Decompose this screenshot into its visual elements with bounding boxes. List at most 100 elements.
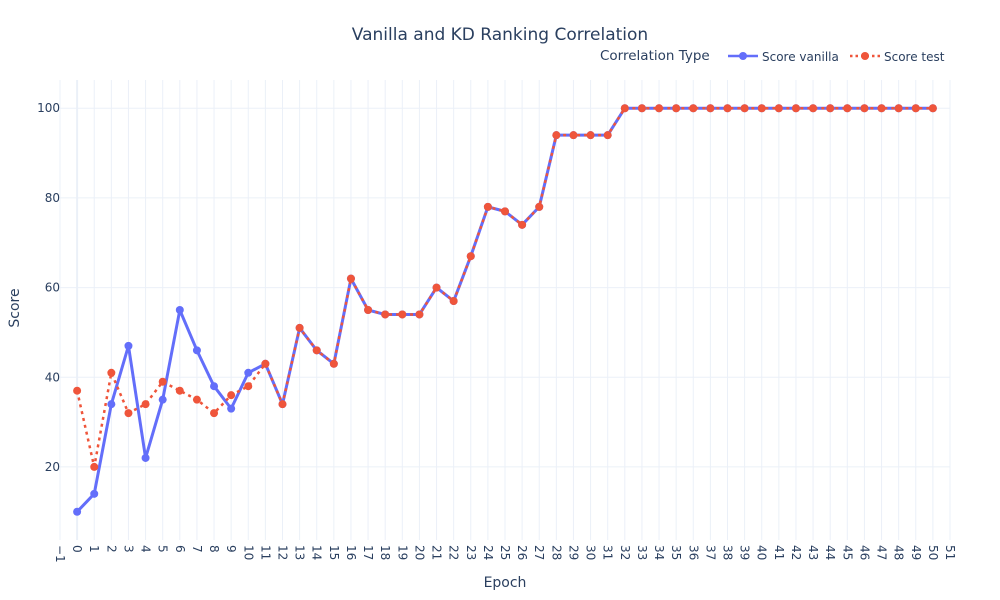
legend-marker-vanilla [739,52,747,60]
x-tick-label: 5 [156,545,170,553]
data-point [706,104,715,113]
data-point [860,104,869,113]
x-tick-label: 20 [412,545,426,560]
data-point [329,359,338,368]
data-point [90,489,99,498]
data-point [911,104,920,113]
x-tick-label: 41 [772,545,786,560]
data-point [483,202,492,211]
data-point [569,131,578,140]
x-tick-label: 22 [447,545,461,560]
x-tick-label: 28 [549,545,563,560]
legend-item-vanilla[interactable]: Score vanilla [728,50,839,64]
x-tick-label: 15 [327,545,341,560]
legend-label-vanilla: Score vanilla [762,50,839,64]
x-tick-label: 17 [361,545,375,560]
x-tick-label: 33 [635,545,649,560]
data-point [774,104,783,113]
x-tick-label: 12 [276,545,290,560]
x-tick-label: 6 [173,545,187,553]
x-tick-label: 2 [104,545,118,553]
x-tick-label: 36 [686,545,700,560]
y-tick-label: 40 [45,370,60,384]
data-point [449,297,458,306]
data-point [73,507,82,516]
x-tick-label: 29 [566,545,580,560]
data-point [261,359,270,368]
x-tick-label: 10 [241,545,255,560]
data-point [244,368,253,377]
data-point [141,453,150,462]
data-point [346,274,355,283]
data-point [107,368,116,377]
data-point [603,131,612,140]
x-tick-label: 32 [618,545,632,560]
data-point [158,377,167,386]
series-layer [73,104,937,516]
x-tick-label: 16 [344,545,358,560]
data-point [791,104,800,113]
data-point [381,310,390,319]
data-point [158,395,167,404]
x-tick-label: −1 [53,545,67,563]
data-point [655,104,664,113]
x-tick-label: 35 [669,545,683,560]
x-tick-label: 9 [224,545,238,553]
x-tick-label: 3 [121,545,135,553]
y-axis-ticks: 20 40 60 80 100 [37,101,60,474]
chart-title: Vanilla and KD Ranking Correlation [352,25,648,45]
x-tick-label: 31 [601,545,615,560]
x-tick-label: 49 [909,545,923,560]
data-point [295,323,304,332]
data-point [723,104,732,113]
data-point [415,310,424,319]
legend-marker-test [861,52,869,60]
data-point [73,386,82,395]
data-point [877,104,886,113]
y-tick-label: 100 [37,101,60,115]
data-point [175,386,184,395]
x-tick-label: 42 [789,545,803,560]
x-tick-label: 43 [806,545,820,560]
data-point [826,104,835,113]
x-tick-label: 39 [738,545,752,560]
data-point [637,104,646,113]
data-point [809,104,818,113]
x-tick-label: 23 [464,545,478,560]
data-point [501,207,509,216]
x-tick-label: 30 [584,545,598,560]
data-point [141,400,150,409]
data-point [210,382,219,391]
x-tick-label: 46 [857,545,871,560]
x-tick-label: 34 [652,545,666,560]
x-tick-label: 38 [721,545,735,560]
x-tick-label: 8 [207,545,221,553]
x-axis-title: Epoch [484,575,527,591]
x-tick-label: 26 [515,545,529,560]
data-point [432,283,441,292]
x-tick-label: 1 [87,545,101,553]
data-point [107,400,116,409]
x-tick-label: 50 [926,545,940,560]
data-point [398,310,407,319]
x-tick-label: 14 [310,545,324,560]
data-point [312,346,321,355]
data-point [894,104,903,113]
x-tick-label: 13 [293,545,307,560]
legend-label-test: Score test [884,50,945,64]
data-point [552,131,561,140]
series-test [73,104,937,471]
x-tick-label: 47 [875,545,889,560]
x-tick-label: 27 [532,545,546,560]
data-point [586,131,595,140]
legend-item-test[interactable]: Score test [850,50,945,64]
legend-title: Correlation Type [600,48,710,64]
data-point [227,391,236,400]
data-point [518,220,527,229]
x-tick-label: 7 [190,545,204,553]
x-tick-label: 11 [258,545,272,560]
y-tick-label: 60 [45,281,60,295]
x-tick-label: 44 [823,545,837,560]
data-point [689,104,698,113]
